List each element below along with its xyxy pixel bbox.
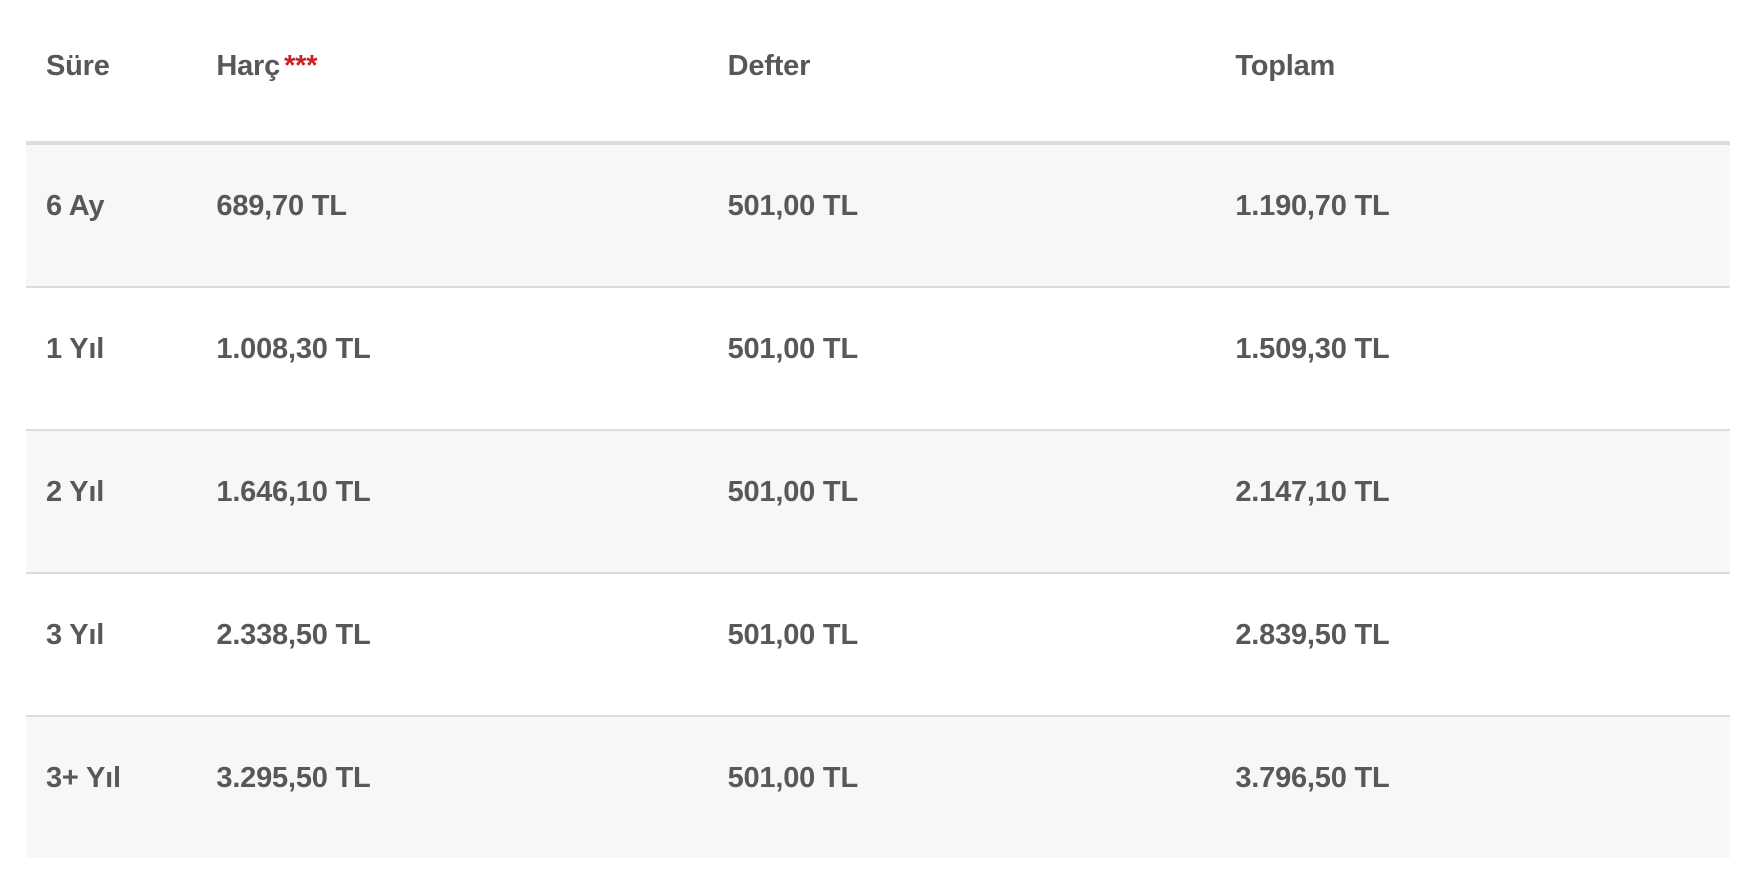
column-header-sure: Süre bbox=[26, 0, 197, 145]
table-row: 6 Ay 689,70 TL 501,00 TL 1.190,70 TL bbox=[26, 142, 1730, 287]
cell-sure: 2 Yıl bbox=[26, 429, 197, 573]
cell-toplam: 1.509,30 TL bbox=[1215, 286, 1730, 430]
cell-harc: 2.338,50 TL bbox=[196, 572, 708, 716]
cell-defter: 501,00 TL bbox=[707, 715, 1216, 858]
column-header-toplam: Toplam bbox=[1215, 0, 1730, 145]
table-row: 2 Yıl 1.646,10 TL 501,00 TL 2.147,10 TL bbox=[26, 429, 1730, 573]
cell-harc: 1.646,10 TL bbox=[196, 429, 708, 573]
column-label-harc: Harç bbox=[216, 50, 281, 82]
table-row: 3 Yıl 2.338,50 TL 501,00 TL 2.839,50 TL bbox=[26, 572, 1730, 716]
cell-defter: 501,00 TL bbox=[707, 429, 1216, 573]
fee-table: Süre Harç *** Defter Toplam 6 Ay 689,70 TL… bbox=[26, 0, 1730, 858]
cell-defter: 501,00 TL bbox=[707, 572, 1216, 716]
cell-toplam: 1.190,70 TL bbox=[1215, 142, 1730, 287]
cell-sure: 3+ Yıl bbox=[26, 715, 197, 858]
table-body: 6 Ay 689,70 TL 501,00 TL 1.190,70 TL 1 Yıl 1.… bbox=[26, 142, 1730, 858]
table-row: 1 Yıl 1.008,30 TL 501,00 TL 1.509,30 TL bbox=[26, 286, 1730, 430]
cell-sure: 1 Yıl bbox=[26, 286, 197, 430]
cell-defter: 501,00 TL bbox=[707, 286, 1216, 430]
cell-harc: 689,70 TL bbox=[196, 142, 708, 287]
column-label-defter: Defter bbox=[727, 50, 811, 82]
cell-defter: 501,00 TL bbox=[707, 142, 1216, 287]
column-header-defter: Defter bbox=[707, 0, 1216, 145]
cell-sure: 3 Yıl bbox=[26, 572, 197, 716]
cell-harc: 3.295,50 TL bbox=[196, 715, 708, 858]
required-asterisks: *** bbox=[284, 50, 318, 82]
table-row: 3+ Yıl 3.295,50 TL 501,00 TL 3.796,50 TL bbox=[26, 715, 1730, 858]
cell-toplam: 2.839,50 TL bbox=[1215, 572, 1730, 716]
table-header: Süre Harç *** Defter Toplam bbox=[26, 0, 1730, 145]
column-label-sure: Süre bbox=[46, 50, 110, 82]
column-label-toplam: Toplam bbox=[1235, 50, 1336, 82]
header-row: Süre Harç *** Defter Toplam bbox=[26, 0, 1730, 145]
column-header-harc: Harç *** bbox=[196, 0, 708, 145]
cell-toplam: 3.796,50 TL bbox=[1215, 715, 1730, 858]
cell-sure: 6 Ay bbox=[26, 142, 197, 287]
cell-toplam: 2.147,10 TL bbox=[1215, 429, 1730, 573]
cell-harc: 1.008,30 TL bbox=[196, 286, 708, 430]
